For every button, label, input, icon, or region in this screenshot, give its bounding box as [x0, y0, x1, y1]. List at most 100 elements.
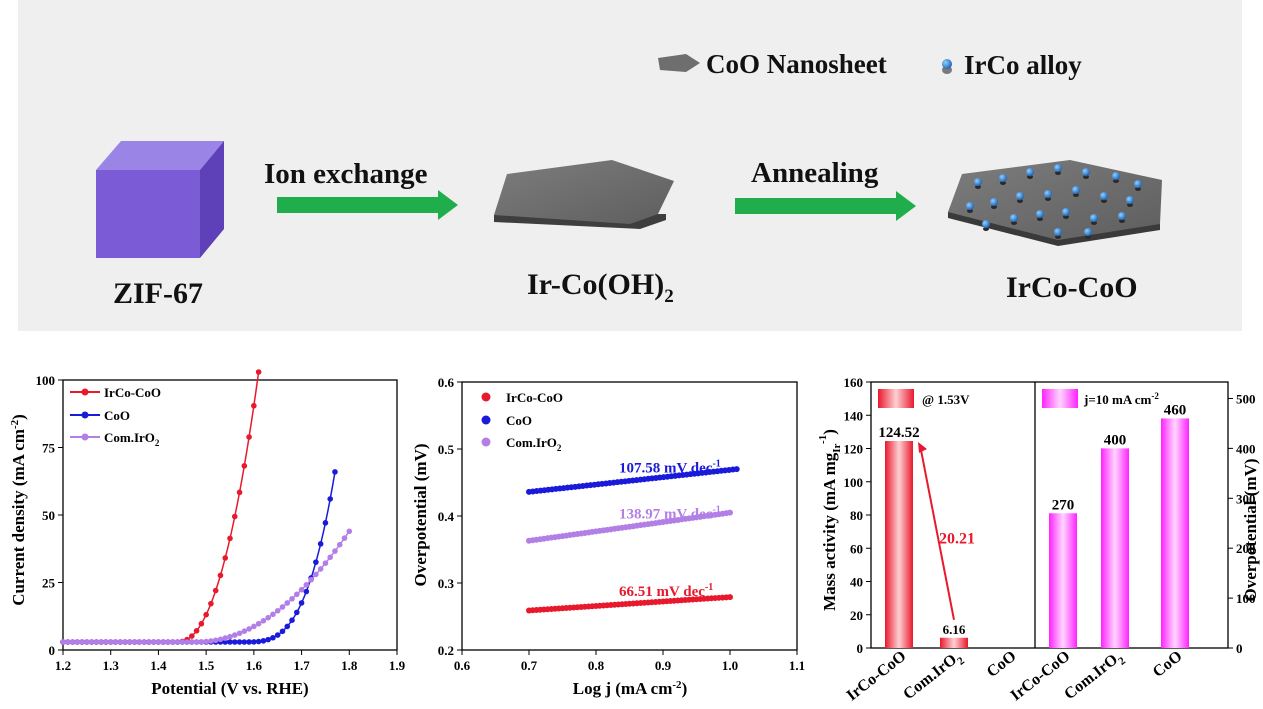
polarization-point: [193, 628, 200, 634]
y2-tick-label: 300: [1236, 491, 1256, 506]
overpotential-category-label: Com.IrO2: [1061, 647, 1128, 706]
polarization-point: [198, 620, 205, 627]
ion-exchange-label: Ion exchange: [264, 158, 428, 190]
legend-tafel-com-iro2-marker: [481, 437, 491, 447]
polarization-chart: 1.2 1.3 1.4 1.5 1.6 1.7 1.8 1.9 0 25 50 75 100 IrCo-…: [9, 369, 406, 698]
ratio-label: 20.21: [939, 530, 975, 547]
polarization-point: [222, 635, 229, 641]
legend-coo-marker: [81, 411, 89, 419]
polarization-point: [289, 617, 295, 623]
x-tick-label: 1.1: [789, 658, 805, 673]
polarization-point: [255, 638, 262, 645]
polarization-point: [60, 639, 66, 645]
y2-tick-label: 200: [1236, 541, 1256, 556]
overpotential-bar: [1161, 418, 1189, 648]
annealing-arrow: [735, 191, 916, 221]
polarization-point: [141, 639, 147, 645]
y-tick-label: 20: [850, 608, 863, 623]
irco-alloy-particle: [1126, 196, 1134, 207]
polarization-point: [317, 566, 324, 572]
x-tick-label: 1.9: [389, 658, 406, 673]
bar-series: 124.52 IrCo-CoO 6.16 Com.IrO2 CoO 270 IrCo-CoO…: [844, 402, 1189, 706]
tafel-legend: IrCo-CoO CoO Com.IrO2: [481, 390, 563, 453]
polarization-point: [322, 560, 329, 566]
irco-alloy-particle: [1016, 192, 1024, 203]
mass-activity-ylabel-end: ): [820, 429, 839, 435]
irco-alloy-particle: [1062, 208, 1070, 219]
tafel-axes: 0.6 0.7 0.8 0.9 1.0 1.1 0.2 0.3 0.4 0.5 0.6: [438, 375, 805, 673]
tafel-series: [526, 466, 740, 614]
ir-co-oh2-sheet-icon: [494, 160, 674, 229]
irco-alloy-particle: [1134, 180, 1142, 191]
polarization-point: [222, 555, 229, 561]
polarization-point: [241, 463, 248, 469]
polarization-point: [255, 369, 262, 375]
polarization-series-2: [60, 528, 353, 645]
polarization-point: [279, 628, 286, 635]
tafel-ann1-main: 107.58 mV dec: [619, 460, 713, 476]
zif67-label: ZIF-67: [113, 277, 203, 310]
y-tick-label: 40: [850, 575, 863, 590]
legend-mass-activity-label: @ 1.53V: [922, 392, 970, 407]
irco-coo-label: IrCo-CoO: [1006, 271, 1138, 304]
polarization-point: [212, 637, 219, 644]
polarization-point: [270, 611, 276, 618]
y-tick-label: 0: [49, 643, 56, 658]
tafel-annotation-irco-coo: 66.51 mV dec-1: [619, 582, 713, 600]
polarization-point: [98, 639, 104, 645]
irco-alloy-particle: [1036, 210, 1044, 221]
x-tick-label: 1.8: [341, 658, 358, 673]
polarization-point: [274, 632, 281, 638]
tafel-series-2: [526, 509, 733, 544]
polarization-point: [274, 607, 281, 614]
polarization-point: [193, 639, 200, 645]
overpotential-data-label: 270: [1052, 497, 1075, 513]
ir-co-oh2-label-main: Ir-Co(OH): [527, 268, 664, 301]
polarization-point: [294, 591, 300, 598]
tafel-ann1-sup: -1: [712, 458, 720, 469]
irco-alloy-particle: [999, 174, 1007, 185]
irco-alloy-particle: [974, 178, 982, 189]
y2-tick-label: 500: [1236, 391, 1256, 406]
polarization-point: [346, 528, 353, 535]
tafel-ann0-sup: -1: [705, 582, 713, 593]
ion-exchange-arrow: [277, 190, 458, 220]
irco-alloy-particle: [1090, 214, 1098, 225]
tafel-chart: 0.6 0.7 0.8 0.9 1.0 1.1 0.2 0.3 0.4 0.5 0.6 IrCo-C…: [411, 375, 805, 698]
y-tick-label: 60: [850, 541, 863, 556]
polarization-point: [260, 618, 267, 624]
legend-nanosheet-label: CoO Nanosheet: [706, 49, 887, 79]
legend-com-iro2-main: Com.IrO: [104, 430, 155, 445]
polarization-point: [160, 639, 166, 645]
polarization-ylabel-main: Current density (mA cm: [9, 429, 28, 606]
polarization-point: [227, 535, 233, 542]
zif67-cube-icon: [96, 141, 224, 258]
mass-activity-data-label: 124.52: [878, 425, 919, 441]
mass-activity-category-label: Com.IrO2: [900, 647, 967, 706]
polarization-point: [284, 623, 291, 630]
polarization-point: [246, 434, 252, 440]
tafel-xlabel: Log j (mA cm-2): [573, 679, 687, 698]
polarization-point: [179, 639, 186, 645]
polarization-point: [189, 639, 195, 645]
irco-alloy-particle: [1054, 228, 1062, 239]
polarization-point: [313, 559, 319, 565]
x-tick-label: 0.9: [655, 658, 672, 673]
x-tick-label: 1.6: [246, 658, 263, 673]
polarization-point: [203, 638, 209, 645]
polarization-point: [255, 620, 262, 627]
irco-alloy-particle: [1026, 168, 1034, 179]
legend-com-iro2-label: Com.IrO2: [104, 430, 160, 448]
polarization-point: [203, 611, 209, 618]
polarization-point: [208, 638, 214, 644]
polarization-point: [327, 496, 334, 502]
y-tick-label: 140: [844, 408, 864, 423]
x-tick-label: 0.8: [588, 658, 605, 673]
y-tick-label: 0.6: [438, 375, 455, 390]
polarization-line: [63, 371, 260, 643]
y-tick-label: 100: [36, 373, 56, 388]
polarization-point: [74, 639, 81, 645]
legend-alloy-label: IrCo alloy: [964, 50, 1082, 80]
polarization-point: [136, 639, 143, 645]
polarization-point: [260, 638, 267, 644]
